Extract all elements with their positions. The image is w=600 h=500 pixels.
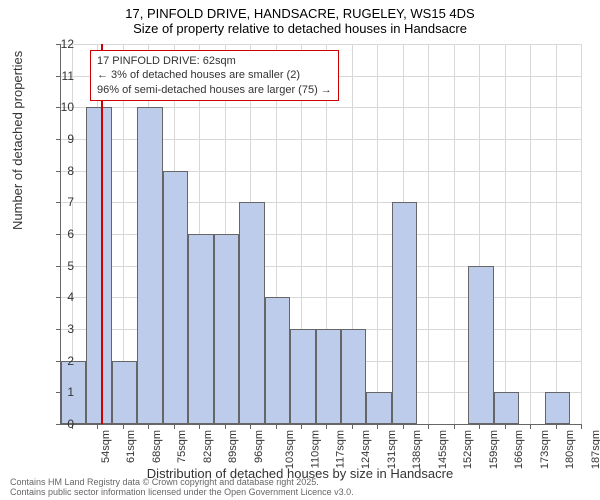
histogram-bar <box>392 202 417 424</box>
histogram-bar <box>366 392 391 424</box>
histogram-bar <box>112 361 137 424</box>
y-tick-label: 8 <box>44 164 74 178</box>
x-tick-label: 152sqm <box>462 430 474 469</box>
y-tick-label: 10 <box>44 100 74 114</box>
x-tick-label: 110sqm <box>309 430 321 468</box>
x-tick-label: 117sqm <box>334 430 346 468</box>
reference-line <box>101 44 103 424</box>
histogram-bar <box>290 329 315 424</box>
y-tick-label: 11 <box>44 69 74 83</box>
y-tick-label: 3 <box>44 322 74 336</box>
x-tick-label: 103sqm <box>284 430 296 469</box>
histogram-bar <box>494 392 519 424</box>
y-tick-label: 7 <box>44 195 74 209</box>
chart-container: 17, PINFOLD DRIVE, HANDSACRE, RUGELEY, W… <box>0 0 600 500</box>
histogram-bar <box>214 234 239 424</box>
x-tick-label: 131sqm <box>386 430 398 469</box>
histogram-bar <box>163 171 188 424</box>
footnote-line-2: Contains public sector information licen… <box>10 488 354 498</box>
histogram-bar <box>341 329 366 424</box>
x-tick-label: 124sqm <box>361 430 373 469</box>
x-tick-label: 187sqm <box>590 430 600 469</box>
x-tick-label: 82sqm <box>202 430 214 463</box>
x-tick-label: 61sqm <box>125 430 137 463</box>
legend-line-1: 17 PINFOLD DRIVE: 62sqm <box>97 54 332 68</box>
chart-title: 17, PINFOLD DRIVE, HANDSACRE, RUGELEY, W… <box>0 0 600 21</box>
y-tick-label: 4 <box>44 290 74 304</box>
histogram-bar <box>545 392 570 424</box>
x-tick-label: 96sqm <box>253 430 265 463</box>
x-tick-label: 166sqm <box>513 430 525 469</box>
legend-line-2: ← 3% of detached houses are smaller (2) <box>97 68 332 82</box>
histogram-bar <box>265 297 290 424</box>
x-tick-label: 159sqm <box>488 430 500 469</box>
x-tick-label: 75sqm <box>176 430 188 463</box>
x-tick-label: 180sqm <box>564 430 576 469</box>
x-tick-label: 138sqm <box>412 430 424 469</box>
x-tick-label: 68sqm <box>151 430 163 463</box>
histogram-bar <box>86 107 111 424</box>
y-tick-label: 12 <box>44 37 74 51</box>
plot-area: 17 PINFOLD DRIVE: 62sqm ← 3% of detached… <box>60 44 580 424</box>
histogram-bar <box>239 202 264 424</box>
y-tick-label: 1 <box>44 385 74 399</box>
y-tick-label: 5 <box>44 259 74 273</box>
x-tick-label: 173sqm <box>539 430 551 469</box>
y-tick-label: 0 <box>44 417 74 431</box>
x-tick-label: 54sqm <box>100 430 112 463</box>
y-tick-label: 9 <box>44 132 74 146</box>
histogram-bar <box>137 107 162 424</box>
y-tick-label: 6 <box>44 227 74 241</box>
histogram-bar <box>316 329 341 424</box>
y-axis-label: Number of detached properties <box>10 51 25 230</box>
footnote: Contains HM Land Registry data © Crown c… <box>10 478 354 498</box>
y-tick-label: 2 <box>44 354 74 368</box>
x-tick-label: 89sqm <box>227 430 239 463</box>
histogram-bar <box>188 234 213 424</box>
legend-line-3: 96% of semi-detached houses are larger (… <box>97 83 332 97</box>
histogram-bar <box>468 266 493 424</box>
chart-subtitle: Size of property relative to detached ho… <box>0 21 600 36</box>
x-tick-label: 145sqm <box>437 430 449 469</box>
legend-box: 17 PINFOLD DRIVE: 62sqm ← 3% of detached… <box>90 50 339 101</box>
